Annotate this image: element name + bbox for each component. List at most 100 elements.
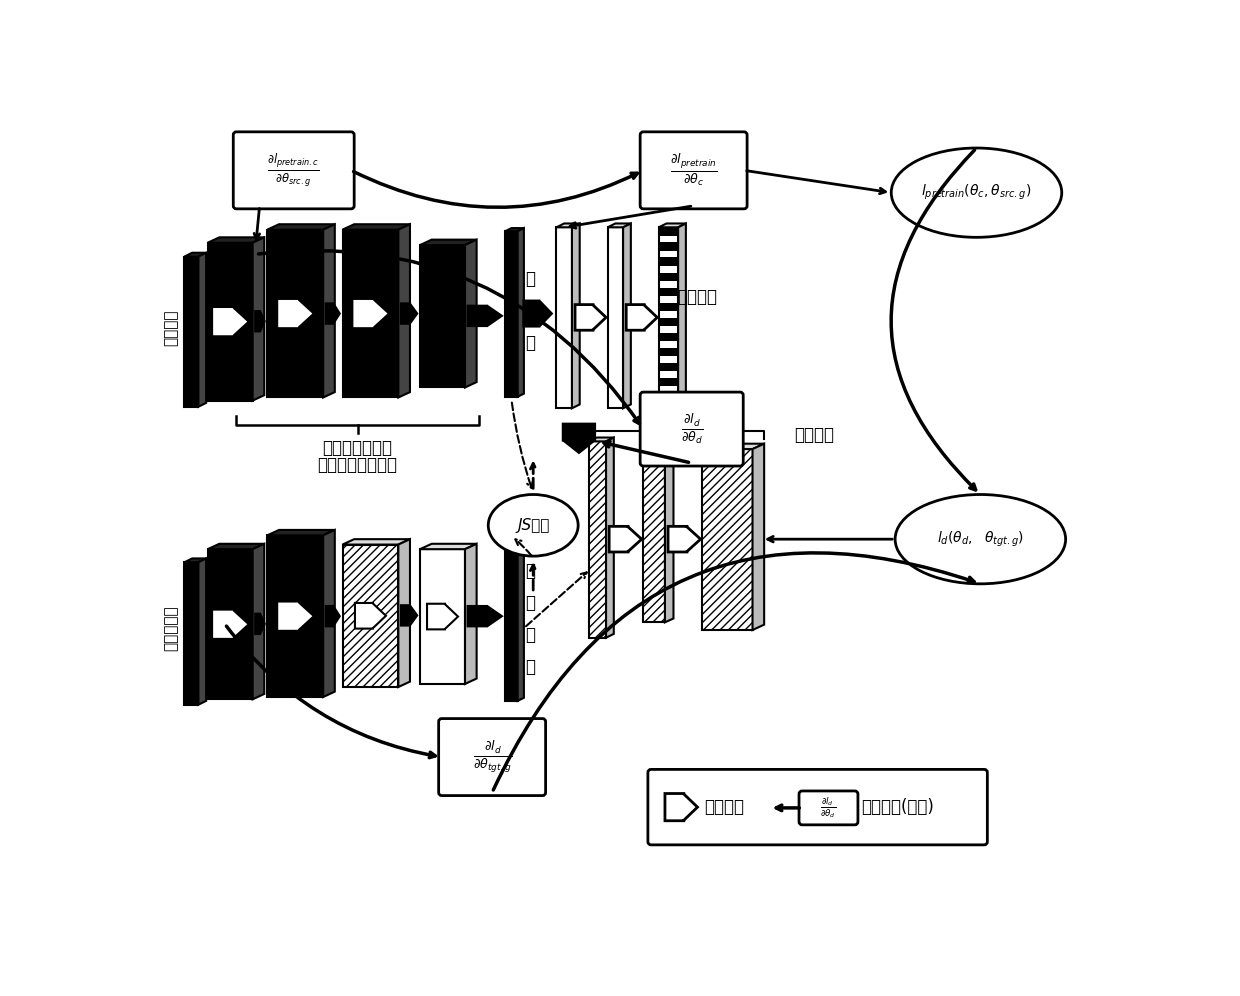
Polygon shape [254,613,265,635]
Polygon shape [342,230,398,397]
Polygon shape [506,539,518,701]
Text: $\frac{\partial l_{pretrain}}{\partial \theta_{c}}$: $\frac{\partial l_{pretrain}}{\partial \… [670,152,718,188]
Polygon shape [399,303,419,325]
Polygon shape [658,227,678,236]
Polygon shape [207,237,264,243]
Polygon shape [254,310,265,333]
Polygon shape [466,305,503,327]
Polygon shape [185,253,206,257]
Text: 域分类器: 域分类器 [677,288,718,306]
Polygon shape [353,300,387,327]
Polygon shape [427,604,458,629]
Ellipse shape [895,494,1065,584]
Polygon shape [506,536,525,539]
Text: $\frac{\partial l_d}{\partial \theta_{tgt.g}}$: $\frac{\partial l_d}{\partial \theta_{tg… [472,739,512,775]
Ellipse shape [489,494,578,556]
Polygon shape [678,223,686,408]
Polygon shape [278,603,312,629]
Polygon shape [608,227,624,408]
Polygon shape [518,228,525,396]
FancyBboxPatch shape [233,131,355,209]
Polygon shape [658,363,678,372]
Polygon shape [198,253,206,406]
Polygon shape [466,605,503,627]
Polygon shape [398,539,410,687]
Polygon shape [213,611,247,637]
Polygon shape [606,437,614,637]
Polygon shape [253,237,264,400]
Text: $\frac{\partial l_d}{\partial \theta_d}$: $\frac{\partial l_d}{\partial \theta_d}$ [681,412,703,446]
FancyBboxPatch shape [649,769,987,845]
Polygon shape [658,333,678,342]
Text: 目
标
特
征: 目 标 特 征 [526,563,536,676]
Polygon shape [753,443,764,630]
FancyBboxPatch shape [799,791,858,825]
Polygon shape [324,224,335,397]
Polygon shape [207,243,253,400]
Polygon shape [342,539,410,545]
Text: $l_{pretrain}(\theta_c,\theta_{src.g})$: $l_{pretrain}(\theta_c,\theta_{src.g})$ [921,183,1032,202]
Polygon shape [420,549,465,684]
Polygon shape [668,526,701,552]
Polygon shape [658,273,678,281]
Polygon shape [658,348,678,357]
Polygon shape [522,300,553,328]
Polygon shape [213,308,247,336]
Polygon shape [268,535,324,697]
Polygon shape [420,240,476,245]
Text: 目标域输入: 目标域输入 [162,605,179,650]
Polygon shape [702,443,764,449]
Polygon shape [342,545,398,687]
Polygon shape [644,457,665,622]
Polygon shape [324,530,335,697]
Text: 源
特
征: 源 特 征 [526,270,536,352]
Polygon shape [658,242,678,251]
Polygon shape [506,231,518,396]
Polygon shape [557,223,580,227]
Polygon shape [658,378,678,386]
Polygon shape [325,303,341,325]
Polygon shape [398,224,410,397]
Polygon shape [420,245,465,387]
Polygon shape [253,544,264,699]
Text: $l_d(\theta_d,\ \ \theta_{tgt.g})$: $l_d(\theta_d,\ \ \theta_{tgt.g})$ [937,530,1024,549]
Polygon shape [506,228,525,231]
Polygon shape [268,230,324,397]
Polygon shape [608,223,631,227]
Polygon shape [185,257,198,406]
FancyBboxPatch shape [640,392,743,466]
Polygon shape [355,603,386,628]
Polygon shape [563,423,595,453]
Polygon shape [589,437,614,441]
Text: 目标域特征提取器: 目标域特征提取器 [317,456,398,474]
Polygon shape [575,305,606,331]
Polygon shape [185,563,198,705]
Polygon shape [658,318,678,326]
Text: 反向传播(偏差): 反向传播(偏差) [861,798,934,816]
Polygon shape [557,227,572,408]
Polygon shape [268,224,335,230]
Ellipse shape [892,148,1061,237]
Polygon shape [268,530,335,535]
Polygon shape [278,300,312,327]
FancyBboxPatch shape [439,718,546,796]
Text: $\frac{\partial l_{pretrain.c}}{\partial \theta_{src.g}}$: $\frac{\partial l_{pretrain.c}}{\partial… [268,151,320,189]
Polygon shape [185,559,206,563]
Polygon shape [658,223,686,227]
Polygon shape [465,544,476,684]
Text: $\frac{\partial l_d}{\partial \theta_d}$: $\frac{\partial l_d}{\partial \theta_d}$ [821,796,837,821]
Polygon shape [589,441,606,637]
Polygon shape [207,544,264,549]
Polygon shape [644,453,673,457]
Polygon shape [658,258,678,266]
Polygon shape [465,240,476,387]
Text: 域判刨器: 域判刨器 [794,426,833,444]
Polygon shape [207,549,253,699]
Polygon shape [658,288,678,296]
Text: 源域特征提取器: 源域特征提取器 [322,439,393,457]
Polygon shape [658,393,678,401]
Polygon shape [609,526,642,552]
FancyBboxPatch shape [640,131,746,209]
Polygon shape [198,559,206,705]
Polygon shape [702,449,753,630]
